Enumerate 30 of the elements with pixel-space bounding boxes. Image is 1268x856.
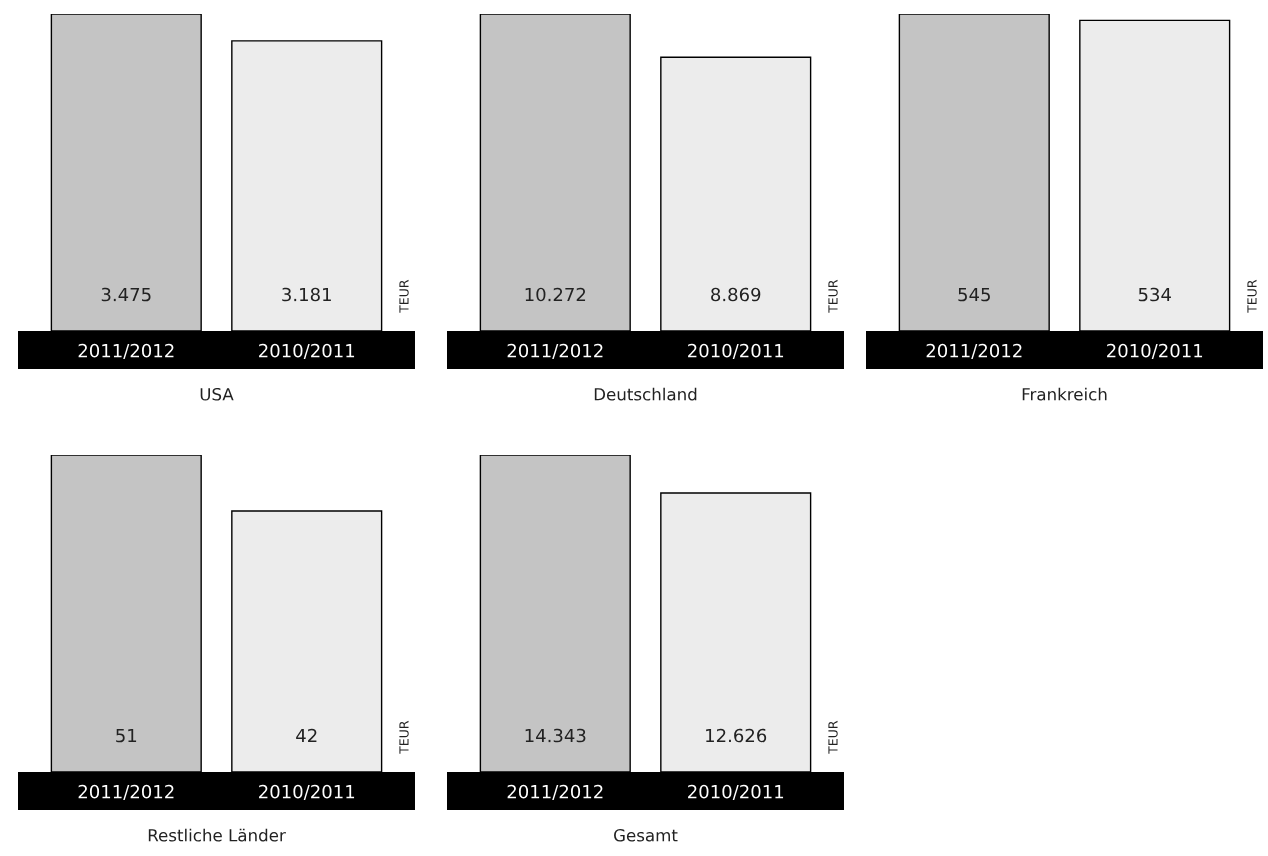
x-tick-label: 2010/2011 [259,784,355,800]
x-tick-label: 2010/2011 [1107,343,1203,359]
data-label: 545 [958,287,990,302]
x-tick-label: 2011/2012 [507,343,603,359]
x-tick-label: 2010/2011 [688,343,784,359]
data-label: 3.475 [101,287,151,302]
data-label: 12.626 [706,728,767,743]
text: USA [200,387,234,401]
y-axis-title: TEUR [399,279,409,313]
x-tick-label: 2011/2012 [507,784,603,800]
y-axis-title: TEUR [828,720,838,754]
x-tick-label: 2010/2011 [688,784,784,800]
text: Gesamt [614,828,678,842]
data-label: 3.181 [282,287,331,302]
x-tick-label: 2011/2012 [926,343,1022,359]
data-label: 534 [1138,287,1171,302]
x-tick-label: 2010/2011 [259,343,355,359]
data-label: 51 [116,728,137,743]
data-label: 8.869 [711,287,761,302]
data-label: 42 [296,728,317,743]
x-tick-label: 2011/2012 [78,784,174,800]
x-tick-label: 2011/2012 [78,343,174,359]
y-axis-title: TEUR [828,279,838,313]
text: Deutschland [594,387,697,401]
y-axis-title: TEUR [399,720,409,754]
y-axis-title: TEUR [1247,279,1257,313]
data-label: 14.343 [525,728,586,743]
text: Frankreich [1022,387,1107,401]
data-label: 10.272 [525,287,586,302]
text: Restliche Länder [148,828,286,842]
